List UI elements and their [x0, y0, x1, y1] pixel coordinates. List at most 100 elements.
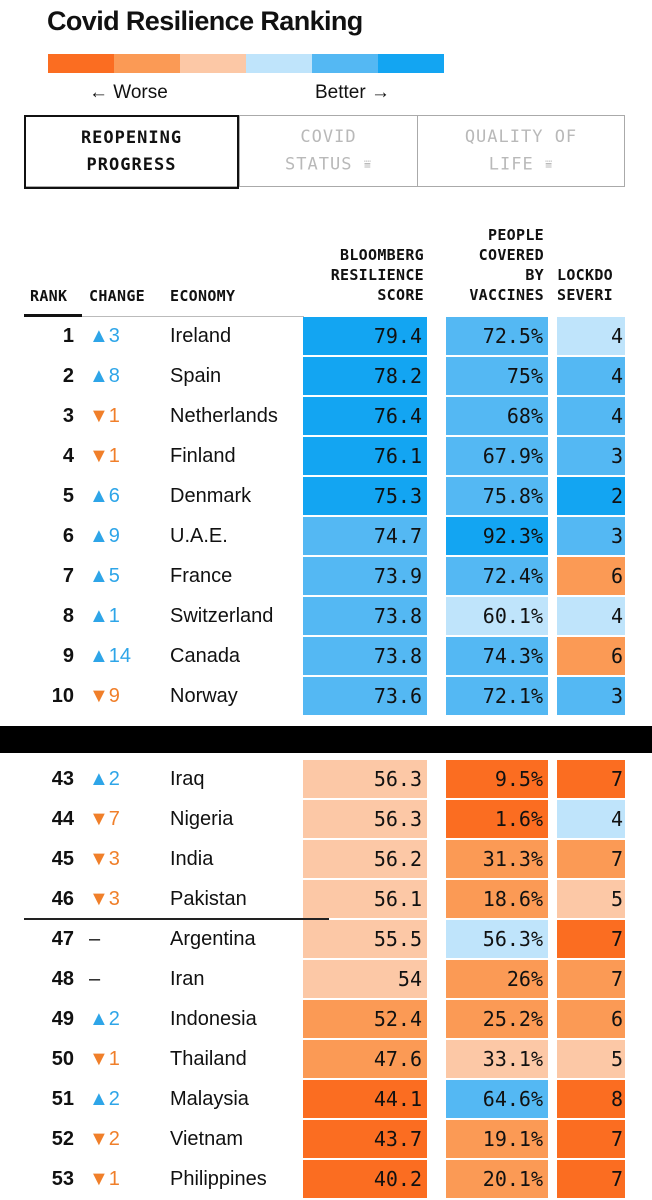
filter-icon: ⩸ — [544, 156, 554, 171]
rank-cell: 3 — [62, 405, 74, 427]
economy-cell: Indonesia — [170, 1008, 257, 1030]
column-header-vaccines[interactable]: PEOPLE COVERED BY VACCINES — [447, 225, 544, 305]
table-row[interactable]: 40.2 20.1% 7 53 ▼1 Philippines — [0, 1160, 625, 1198]
lockdown-cell: 2 — [557, 477, 625, 515]
vaccine-cell: 75% — [446, 357, 548, 395]
lockdown-cell: 7 — [557, 760, 625, 798]
tab-quality-of-life[interactable]: QUALITY OF LIFE ⩸ — [417, 116, 624, 186]
lockdown-cell: 7 — [557, 960, 625, 998]
tab-covid-status[interactable]: COVID STATUS ⩸ — [239, 116, 417, 186]
scale-worse-label: ← Worse — [89, 82, 168, 103]
economy-cell: Iraq — [170, 768, 205, 790]
scale-swatch — [246, 54, 312, 73]
table-row[interactable]: 52.4 25.2% 6 49 ▲2 Indonesia — [0, 1000, 625, 1038]
vaccine-cell: 74.3% — [446, 637, 548, 675]
table-row[interactable]: 56.3 9.5% 7 43 ▲2 Iraq — [0, 760, 625, 798]
score-cell: 76.4 — [303, 397, 427, 435]
rank-cell: 44 — [51, 808, 74, 830]
tab-reopening-progress[interactable]: REOPENING PROGRESS — [24, 115, 239, 189]
vaccine-cell: 33.1% — [446, 1040, 548, 1078]
lockdown-cell: 5 — [557, 880, 625, 918]
table-row[interactable]: 56.1 18.6% 5 46 ▼3 Pakistan — [0, 880, 625, 918]
change-cell: ▲1 — [89, 605, 120, 627]
rank-cell: 47 — [51, 928, 74, 950]
score-cell: 56.3 — [303, 800, 427, 838]
scale-better-label: Better → — [315, 82, 390, 103]
score-cell: 47.6 — [303, 1040, 427, 1078]
table-row[interactable]: 56.2 31.3% 7 45 ▼3 India — [0, 840, 625, 878]
score-cell: 40.2 — [303, 1160, 427, 1198]
table-row[interactable]: 76.1 67.9% 3 4 ▼1 Finland — [0, 437, 625, 475]
lockdown-cell: 3 — [557, 517, 625, 555]
table-row[interactable]: 73.9 72.4% 6 7 ▲5 France — [0, 557, 625, 595]
table-row[interactable]: 73.8 60.1% 4 8 ▲1 Switzerland — [0, 597, 625, 635]
table-row[interactable]: 44.1 64.6% 8 51 ▲2 Malaysia — [0, 1080, 625, 1118]
rank-cell: 4 — [62, 445, 74, 467]
table-row[interactable]: 74.7 92.3% 3 6 ▲9 U.A.E. — [0, 517, 625, 555]
table-row[interactable]: 43.7 19.1% 7 52 ▼2 Vietnam — [0, 1120, 625, 1158]
filter-icon: ⩸ — [363, 156, 372, 171]
scale-swatch — [312, 54, 378, 73]
table-row[interactable]: 55.5 56.3% 7 47– Argentina — [0, 920, 625, 958]
header-line: VACCINES — [469, 286, 544, 304]
change-cell: ▲8 — [89, 365, 120, 387]
table-row[interactable]: 47.6 33.1% 5 50 ▼1 Thailand — [0, 1040, 625, 1078]
column-header-change[interactable]: CHANGE — [89, 287, 145, 305]
table-row[interactable]: 56.3 1.6% 4 44 ▼7 Nigeria — [0, 800, 625, 838]
lockdown-cell: 4 — [557, 317, 625, 355]
change-cell: ▼3 — [89, 888, 120, 910]
score-cell: 78.2 — [303, 357, 427, 395]
rank-cell: 53 — [51, 1168, 74, 1190]
tab-label-line: REOPENING — [80, 128, 183, 148]
vaccine-cell: 68% — [446, 397, 548, 435]
lockdown-cell: 8 — [557, 1080, 625, 1118]
economy-cell: Finland — [170, 445, 236, 467]
score-cell: 56.2 — [303, 840, 427, 878]
page-title: Covid Resilience Ranking — [47, 6, 363, 36]
change-cell: ▲6 — [89, 485, 120, 507]
table-row[interactable]: 54 26% 7 48– Iran — [0, 960, 625, 998]
economy-cell: Norway — [170, 685, 238, 707]
lockdown-cell: 4 — [557, 597, 625, 635]
economy-cell: Nigeria — [170, 808, 234, 830]
economy-cell: Iran — [170, 968, 205, 990]
lockdown-cell: 7 — [557, 840, 625, 878]
economy-cell: Philippines — [170, 1168, 267, 1190]
column-header-economy[interactable]: ECONOMY — [170, 287, 236, 305]
score-cell: 74.7 — [303, 517, 427, 555]
vaccine-cell: 64.6% — [446, 1080, 548, 1118]
change-cell: – — [89, 968, 101, 990]
lockdown-cell: 3 — [557, 677, 625, 715]
change-cell: ▲2 — [89, 1008, 120, 1030]
lockdown-cell: 4 — [557, 800, 625, 838]
change-cell: ▲14 — [89, 645, 132, 667]
column-header-score[interactable]: BLOOMBERG RESILIENCE SCORE — [303, 245, 424, 305]
score-cell: 44.1 — [303, 1080, 427, 1118]
column-header-rank[interactable]: RANK — [30, 287, 68, 305]
table-row[interactable]: 79.4 72.5% 4 1 ▲3 Ireland — [0, 317, 625, 355]
table-row[interactable]: 75.3 75.8% 2 5 ▲6 Denmark — [0, 477, 625, 515]
score-cell: 43.7 — [303, 1120, 427, 1158]
vaccine-cell: 25.2% — [446, 1000, 548, 1038]
column-header-lockdown[interactable]: LOCKDO SEVERI — [557, 266, 613, 304]
change-cell: ▼1 — [89, 1048, 120, 1070]
vaccine-cell: 72.5% — [446, 317, 548, 355]
table-row[interactable]: 73.6 72.1% 3 10 ▼9 Norway — [0, 677, 625, 715]
rank-cell: 46 — [51, 888, 74, 910]
score-cell: 52.4 — [303, 1000, 427, 1038]
table-viewport[interactable]: RANK CHANGE ECONOMY BLOOMBERG RESILIENCE… — [0, 0, 625, 1200]
table-row[interactable]: 78.2 75% 4 2 ▲8 Spain — [0, 357, 625, 395]
score-cell: 56.3 — [303, 760, 427, 798]
change-cell: ▲5 — [89, 565, 120, 587]
vaccine-cell: 31.3% — [446, 840, 548, 878]
economy-cell: Argentina — [170, 928, 256, 950]
rank-cell: 45 — [51, 848, 74, 870]
table-row[interactable]: 73.8 74.3% 6 9 ▲14 Canada — [0, 637, 625, 675]
economy-cell: Malaysia — [170, 1088, 249, 1110]
rank-cell: 5 — [62, 485, 74, 507]
tab-label-line: STATUS — [285, 154, 353, 175]
vaccine-cell: 20.1% — [446, 1160, 548, 1198]
table-row[interactable]: 76.4 68% 4 3 ▼1 Netherlands — [0, 397, 625, 435]
change-cell: ▲2 — [89, 1088, 120, 1110]
change-cell: ▼3 — [89, 848, 120, 870]
